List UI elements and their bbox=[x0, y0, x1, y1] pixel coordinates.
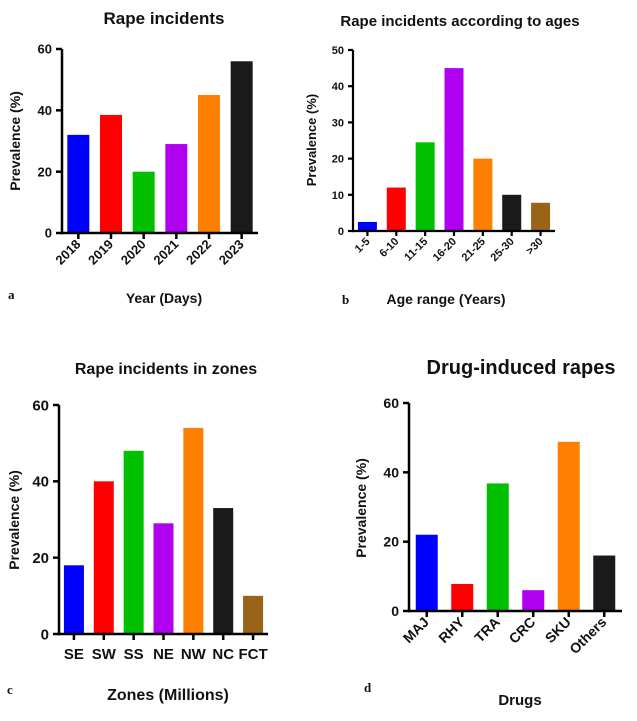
bar-1-5 bbox=[357, 221, 377, 231]
bar-2023 bbox=[230, 61, 253, 234]
x-tick-label: 2021 bbox=[150, 237, 181, 268]
x-tick-label: RHY bbox=[435, 613, 468, 646]
bar-fct bbox=[243, 595, 264, 634]
y-tick-label: 20 bbox=[332, 154, 344, 166]
panel-letter: b bbox=[342, 292, 349, 307]
chart-title: Rape incidents in zones bbox=[75, 361, 257, 378]
x-tick-label: SW bbox=[92, 646, 117, 663]
x-tick-label: SS bbox=[124, 646, 144, 663]
x-axis-label: Zones (Millions) bbox=[107, 687, 229, 704]
x-tick-label: TRA bbox=[471, 614, 503, 646]
bar-21-25 bbox=[473, 158, 493, 231]
bar-sw bbox=[93, 481, 114, 634]
bar-2018 bbox=[67, 134, 90, 233]
y-tick-label: 0 bbox=[391, 603, 399, 619]
bar-2020 bbox=[132, 171, 155, 233]
x-tick-label: NW bbox=[181, 646, 207, 663]
y-axis-label: Prevalence (%) bbox=[304, 94, 319, 187]
chart-panel-d: Drug-induced rapes Prevalence (%) Drugs … bbox=[353, 357, 622, 709]
x-tick-label: 1-5 bbox=[353, 236, 373, 256]
y-tick-label: 20 bbox=[383, 534, 399, 550]
x-tick-label: 16-20 bbox=[431, 236, 459, 264]
x-tick-label: CRC bbox=[506, 614, 539, 647]
x-tick-label: 25-30 bbox=[488, 236, 516, 264]
x-axis-label: Age range (Years) bbox=[386, 291, 505, 307]
bar-tra bbox=[486, 483, 509, 611]
y-tick-label: 0 bbox=[338, 226, 344, 238]
y-tick-label: 50 bbox=[332, 45, 344, 57]
x-tick-label: 11-15 bbox=[402, 236, 430, 264]
bar-ss bbox=[123, 450, 144, 634]
bar-30 bbox=[531, 202, 551, 231]
x-tick-label: 2020 bbox=[118, 237, 149, 268]
bar-crc bbox=[522, 590, 545, 611]
y-tick-label: 40 bbox=[38, 103, 52, 118]
x-tick-label: NC bbox=[212, 646, 234, 663]
y-tick-label: 0 bbox=[41, 626, 49, 643]
bar-ne bbox=[153, 523, 174, 634]
x-tick-label: 21-25 bbox=[460, 236, 488, 264]
bar-2019 bbox=[100, 114, 122, 233]
bar-nw bbox=[183, 427, 204, 634]
bar-11-15 bbox=[415, 142, 435, 231]
x-axis-label: Drugs bbox=[498, 692, 541, 709]
panel-letter: a bbox=[8, 287, 15, 302]
y-tick-label: 0 bbox=[45, 226, 52, 241]
x-tick-label: SE bbox=[64, 646, 84, 663]
bar-16-20 bbox=[444, 68, 464, 231]
x-tick-label: MAJ bbox=[400, 614, 432, 646]
bar-25-30 bbox=[502, 194, 522, 231]
x-tick-label: Others bbox=[566, 614, 609, 657]
bar-rhy bbox=[451, 583, 474, 611]
y-tick-label: 60 bbox=[383, 395, 399, 411]
bar-se bbox=[63, 565, 84, 634]
panel-letter: c bbox=[7, 682, 13, 697]
chart-title: Rape incidents bbox=[104, 9, 225, 28]
x-tick-label: FCT bbox=[238, 646, 267, 663]
x-tick-label: 6-10 bbox=[377, 236, 401, 260]
chart-panel-a: Rape incidents Prevalence (%) Year (Days… bbox=[7, 9, 258, 306]
y-tick-label: 30 bbox=[332, 117, 344, 129]
y-tick-label: 60 bbox=[38, 42, 52, 57]
bar-maj bbox=[415, 534, 438, 611]
y-axis-label: Prevalence (%) bbox=[353, 458, 369, 558]
x-tick-label: 2023 bbox=[216, 237, 247, 268]
bar-others bbox=[593, 555, 616, 611]
x-tick-label: 2022 bbox=[183, 237, 214, 268]
y-axis-label: Prevalence (%) bbox=[6, 470, 22, 570]
chart-title: Rape incidents according to ages bbox=[340, 13, 579, 30]
x-tick-label: SKU bbox=[542, 614, 574, 646]
bar-2021 bbox=[165, 144, 188, 233]
y-tick-label: 40 bbox=[32, 474, 49, 491]
chart-panel-b: Rape incidents according to ages Prevale… bbox=[304, 13, 580, 307]
y-axis-label: Prevalence (%) bbox=[7, 91, 23, 191]
y-tick-label: 40 bbox=[332, 81, 344, 93]
y-tick-label: 20 bbox=[38, 164, 52, 179]
panel-letter: d bbox=[364, 680, 372, 695]
x-tick-label: 2018 bbox=[52, 237, 83, 268]
y-tick-label: 60 bbox=[32, 397, 49, 414]
bar-2022 bbox=[198, 95, 220, 233]
chart-panel-c: Rape incidents in zones Prevalence (%) Z… bbox=[6, 361, 268, 704]
x-tick-label: NE bbox=[153, 646, 174, 663]
y-tick-label: 10 bbox=[332, 190, 344, 202]
y-tick-label: 40 bbox=[383, 464, 399, 480]
x-tick-label: >30 bbox=[524, 236, 546, 258]
y-tick-label: 20 bbox=[32, 550, 49, 567]
bar-nc bbox=[213, 508, 234, 634]
bar-6-10 bbox=[386, 187, 406, 231]
x-axis-label: Year (Days) bbox=[126, 290, 202, 306]
x-tick-label: 2019 bbox=[85, 237, 116, 268]
bar-sku bbox=[557, 441, 580, 611]
chart-title: Drug-induced rapes bbox=[427, 357, 616, 379]
